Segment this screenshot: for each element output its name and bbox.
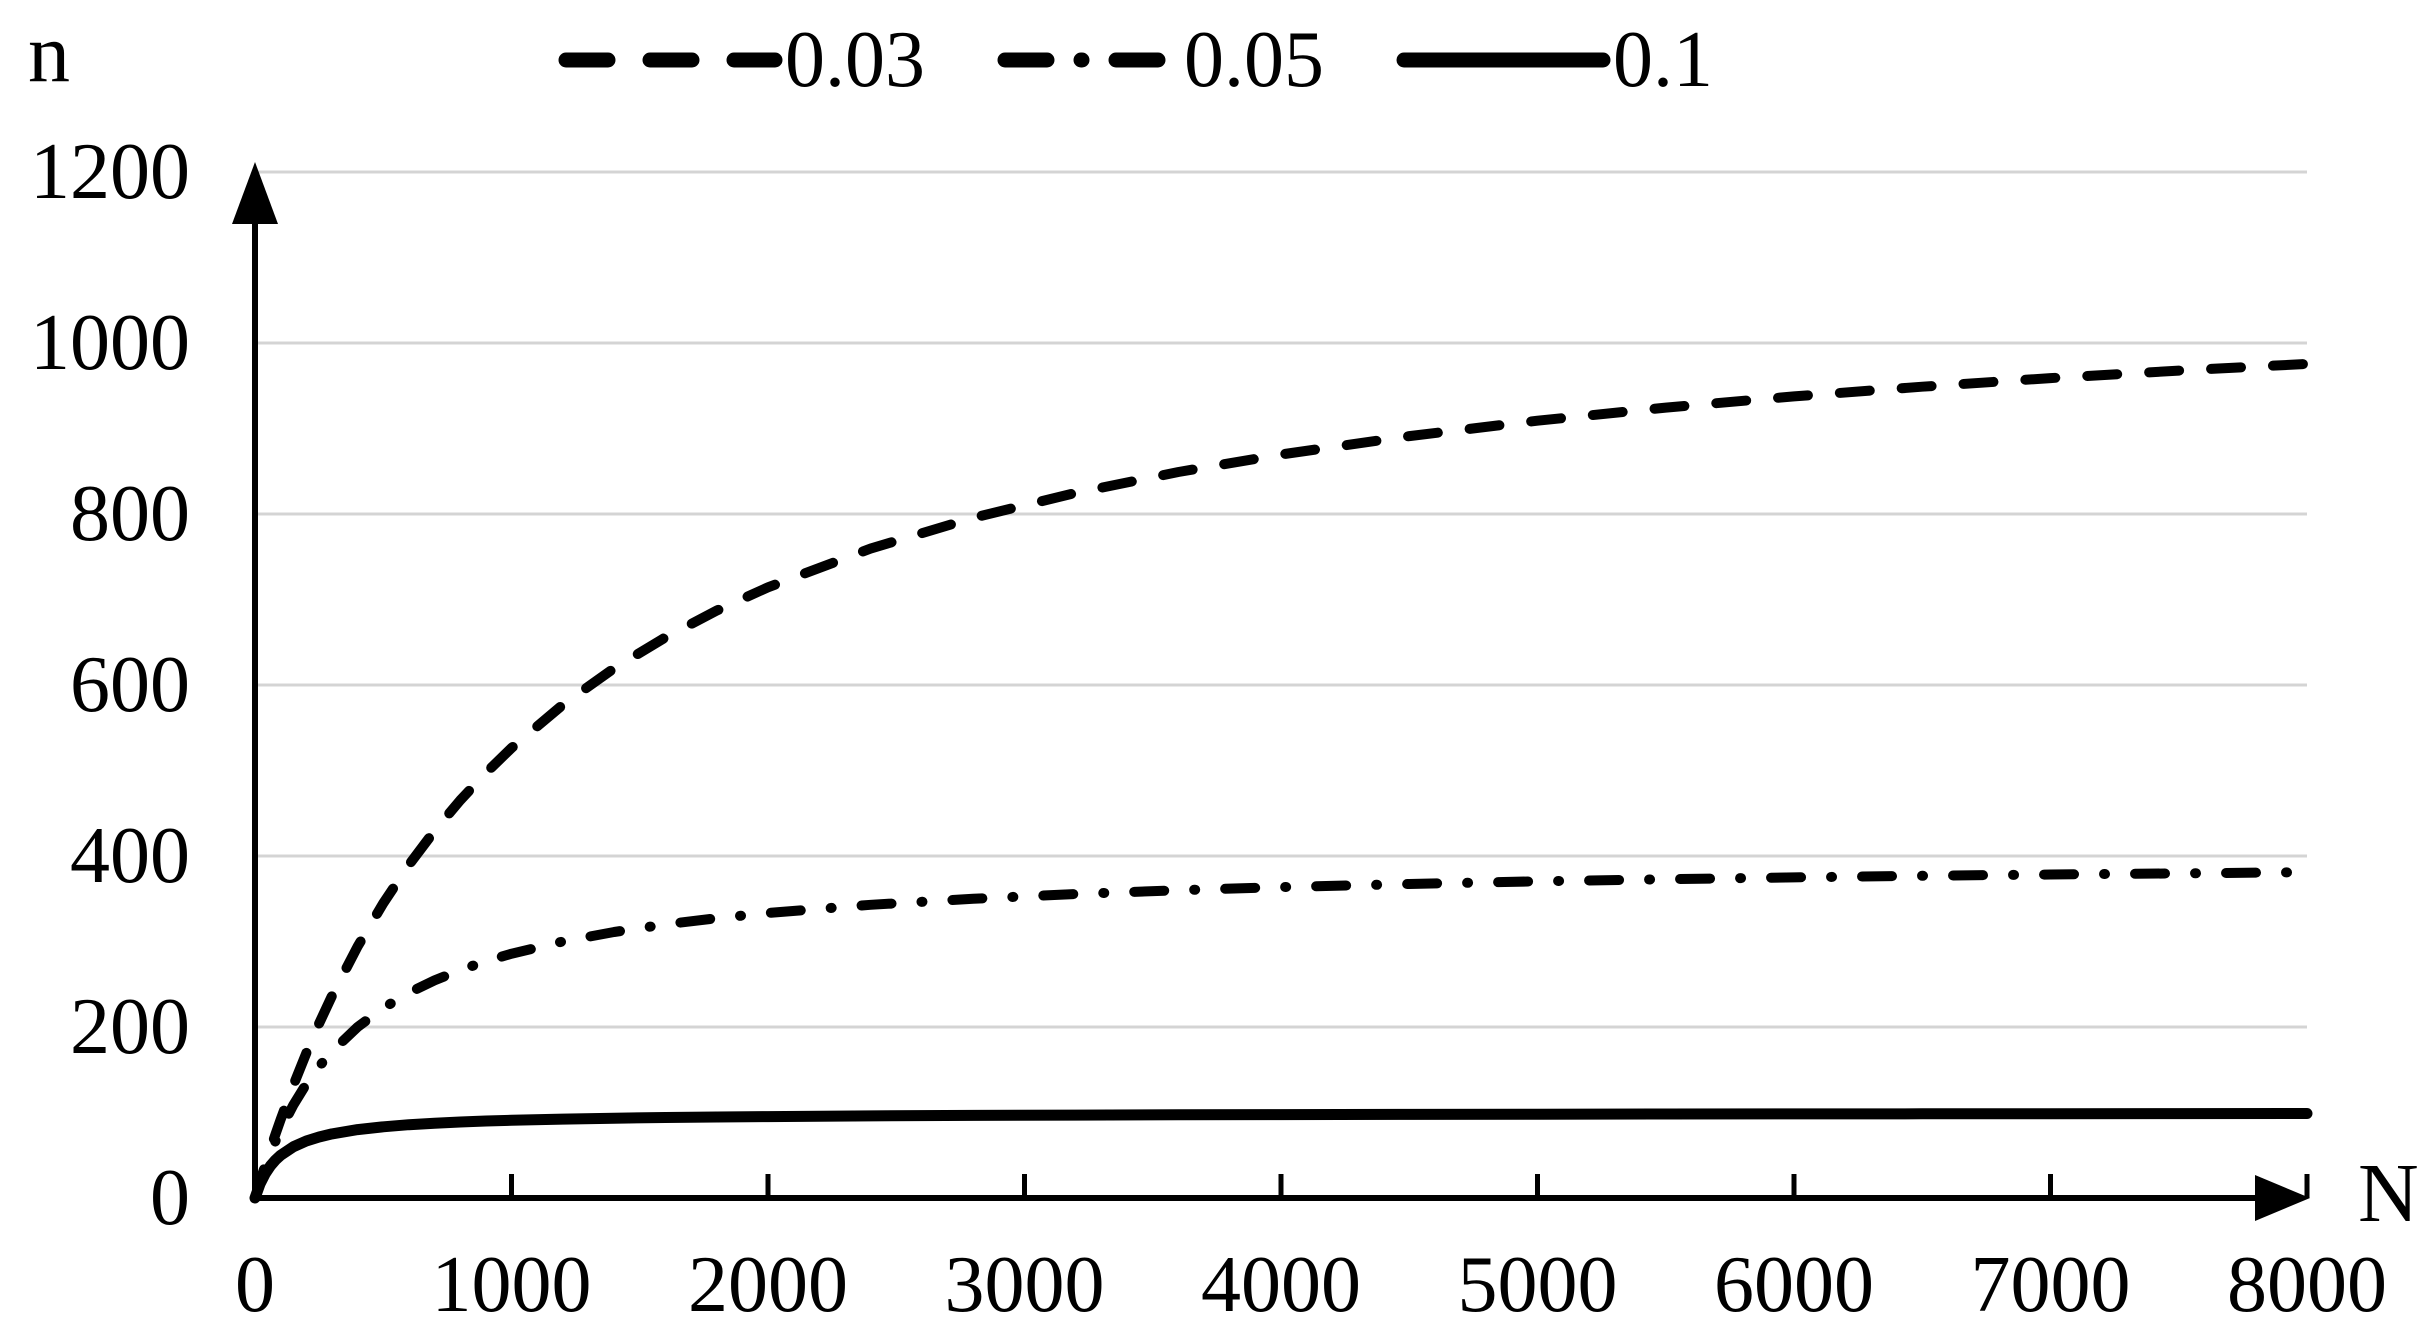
x-tick-label-6000: 6000 [1714,1241,1874,1329]
y-tick-label-1200: 1200 [30,128,190,216]
legend-line-dashed-icon [558,52,783,68]
series-line-0.1 [249,1108,2313,1204]
x-tick-label-7000: 7000 [1970,1241,2131,1329]
y-tick-label-400: 400 [70,812,190,900]
x-axis-arrow-icon [2255,1175,2310,1221]
legend-label: 0.05 [1184,16,1324,104]
y-axis-title: n [28,7,70,100]
y-tick-label-200: 200 [70,983,190,1071]
x-tick-label-3000: 3000 [944,1241,1105,1329]
x-axis-title: N [2358,1147,2419,1240]
series-line-0.05 [250,867,2312,1203]
y-axis-arrow-icon [232,162,278,224]
x-tick-label-8000: 8000 [2227,1241,2387,1329]
series-line-0.03 [250,358,2312,1203]
legend-item-0.03: 0.03 [558,14,925,106]
y-tick-label-0: 0 [150,1154,190,1242]
legend: 0.03 0.05 0.1 [558,14,1713,106]
y-tick-label-1000: 1000 [30,299,190,387]
y-tick-label-600: 600 [70,641,190,729]
y-tick-label-800: 800 [70,470,190,558]
legend-line-solid-icon [1396,52,1611,68]
x-tick-label-4000: 4000 [1201,1241,1361,1329]
x-tick-label-1000: 1000 [431,1241,592,1329]
legend-label: 0.03 [785,16,925,104]
x-tick-label-5000: 5000 [1457,1241,1618,1329]
x-tick-label-2000: 2000 [688,1241,848,1329]
legend-line-dash-dot-icon [997,52,1182,68]
legend-item-0.05: 0.05 [997,14,1324,106]
legend-item-0.1: 0.1 [1396,14,1713,106]
legend-label: 0.1 [1613,16,1713,104]
x-tick-label-0: 0 [235,1241,275,1329]
